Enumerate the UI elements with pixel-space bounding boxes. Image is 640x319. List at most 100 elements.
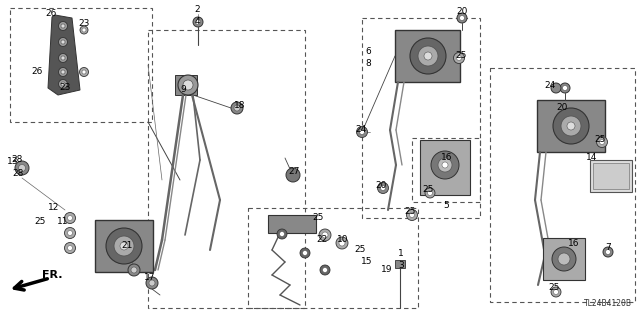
Circle shape — [15, 161, 29, 175]
Circle shape — [286, 168, 300, 182]
Circle shape — [58, 68, 67, 77]
Circle shape — [58, 79, 67, 88]
Circle shape — [234, 105, 240, 111]
Circle shape — [336, 237, 348, 249]
Text: 4: 4 — [194, 18, 200, 26]
Circle shape — [561, 116, 581, 136]
Circle shape — [106, 228, 142, 264]
Text: 5: 5 — [443, 201, 449, 210]
Text: 24: 24 — [355, 124, 367, 133]
Text: 24: 24 — [545, 80, 556, 90]
Circle shape — [424, 52, 432, 60]
Circle shape — [80, 26, 88, 34]
Circle shape — [378, 182, 388, 194]
Bar — [543, 238, 585, 280]
Circle shape — [79, 68, 88, 77]
Circle shape — [67, 231, 72, 235]
Polygon shape — [48, 15, 80, 95]
Bar — [395, 260, 405, 268]
Text: 1: 1 — [398, 249, 404, 258]
Circle shape — [567, 122, 575, 130]
Circle shape — [65, 227, 76, 239]
Circle shape — [339, 240, 345, 246]
Circle shape — [67, 246, 72, 250]
Circle shape — [551, 83, 561, 93]
Circle shape — [460, 16, 465, 20]
Circle shape — [58, 54, 67, 63]
Circle shape — [178, 75, 198, 95]
Text: 6: 6 — [365, 48, 371, 56]
Circle shape — [563, 85, 568, 91]
Circle shape — [195, 19, 200, 25]
Circle shape — [553, 108, 589, 144]
Circle shape — [438, 158, 452, 172]
Circle shape — [319, 229, 331, 241]
Circle shape — [58, 38, 67, 47]
Circle shape — [410, 212, 415, 218]
Text: 25: 25 — [422, 186, 434, 195]
Circle shape — [320, 265, 330, 275]
Circle shape — [605, 249, 611, 255]
Text: 3: 3 — [398, 261, 404, 270]
Text: 25: 25 — [355, 246, 365, 255]
Text: 28: 28 — [12, 168, 24, 177]
Text: 20: 20 — [556, 102, 568, 112]
Circle shape — [61, 40, 65, 44]
Circle shape — [280, 232, 285, 236]
Text: FR.: FR. — [42, 270, 63, 280]
Circle shape — [231, 102, 243, 114]
Circle shape — [554, 290, 559, 294]
Bar — [248, 208, 418, 308]
Circle shape — [82, 28, 86, 32]
Text: 10: 10 — [337, 235, 349, 244]
Text: 19: 19 — [381, 265, 393, 275]
Bar — [490, 68, 635, 302]
Text: 12: 12 — [48, 203, 60, 211]
Bar — [362, 18, 480, 218]
Circle shape — [323, 268, 328, 272]
Bar — [95, 220, 153, 272]
Text: 25: 25 — [548, 284, 560, 293]
Circle shape — [442, 162, 448, 168]
Bar — [268, 215, 316, 233]
Circle shape — [131, 267, 137, 273]
Text: 23: 23 — [78, 19, 90, 27]
Bar — [148, 30, 305, 308]
Circle shape — [356, 127, 367, 137]
Text: 25: 25 — [312, 213, 324, 222]
Bar — [412, 138, 480, 202]
Bar — [420, 140, 470, 195]
Bar — [590, 160, 632, 192]
Text: 17: 17 — [144, 273, 156, 283]
Circle shape — [560, 83, 570, 93]
Circle shape — [82, 70, 86, 74]
Circle shape — [300, 248, 310, 258]
Circle shape — [360, 130, 365, 135]
Circle shape — [322, 232, 328, 238]
Circle shape — [596, 137, 607, 147]
Text: 20: 20 — [456, 8, 468, 17]
Text: 28: 28 — [12, 155, 22, 165]
Circle shape — [61, 70, 65, 74]
Text: 21: 21 — [122, 241, 132, 249]
Text: 25: 25 — [595, 135, 605, 144]
Text: 25: 25 — [35, 218, 45, 226]
Circle shape — [552, 247, 576, 271]
Circle shape — [277, 229, 287, 239]
Circle shape — [61, 56, 65, 60]
Circle shape — [457, 13, 467, 23]
Text: 7: 7 — [605, 243, 611, 253]
Circle shape — [454, 53, 465, 63]
Text: 27: 27 — [288, 167, 300, 176]
Text: 9: 9 — [180, 85, 186, 94]
Circle shape — [425, 188, 435, 198]
Text: 16: 16 — [441, 153, 452, 162]
Bar — [537, 100, 605, 152]
Bar — [593, 163, 629, 189]
Bar — [395, 30, 460, 82]
Circle shape — [65, 212, 76, 224]
Text: 26: 26 — [45, 10, 57, 19]
Text: 25: 25 — [404, 207, 416, 217]
Text: 16: 16 — [568, 240, 580, 249]
Circle shape — [381, 186, 385, 190]
